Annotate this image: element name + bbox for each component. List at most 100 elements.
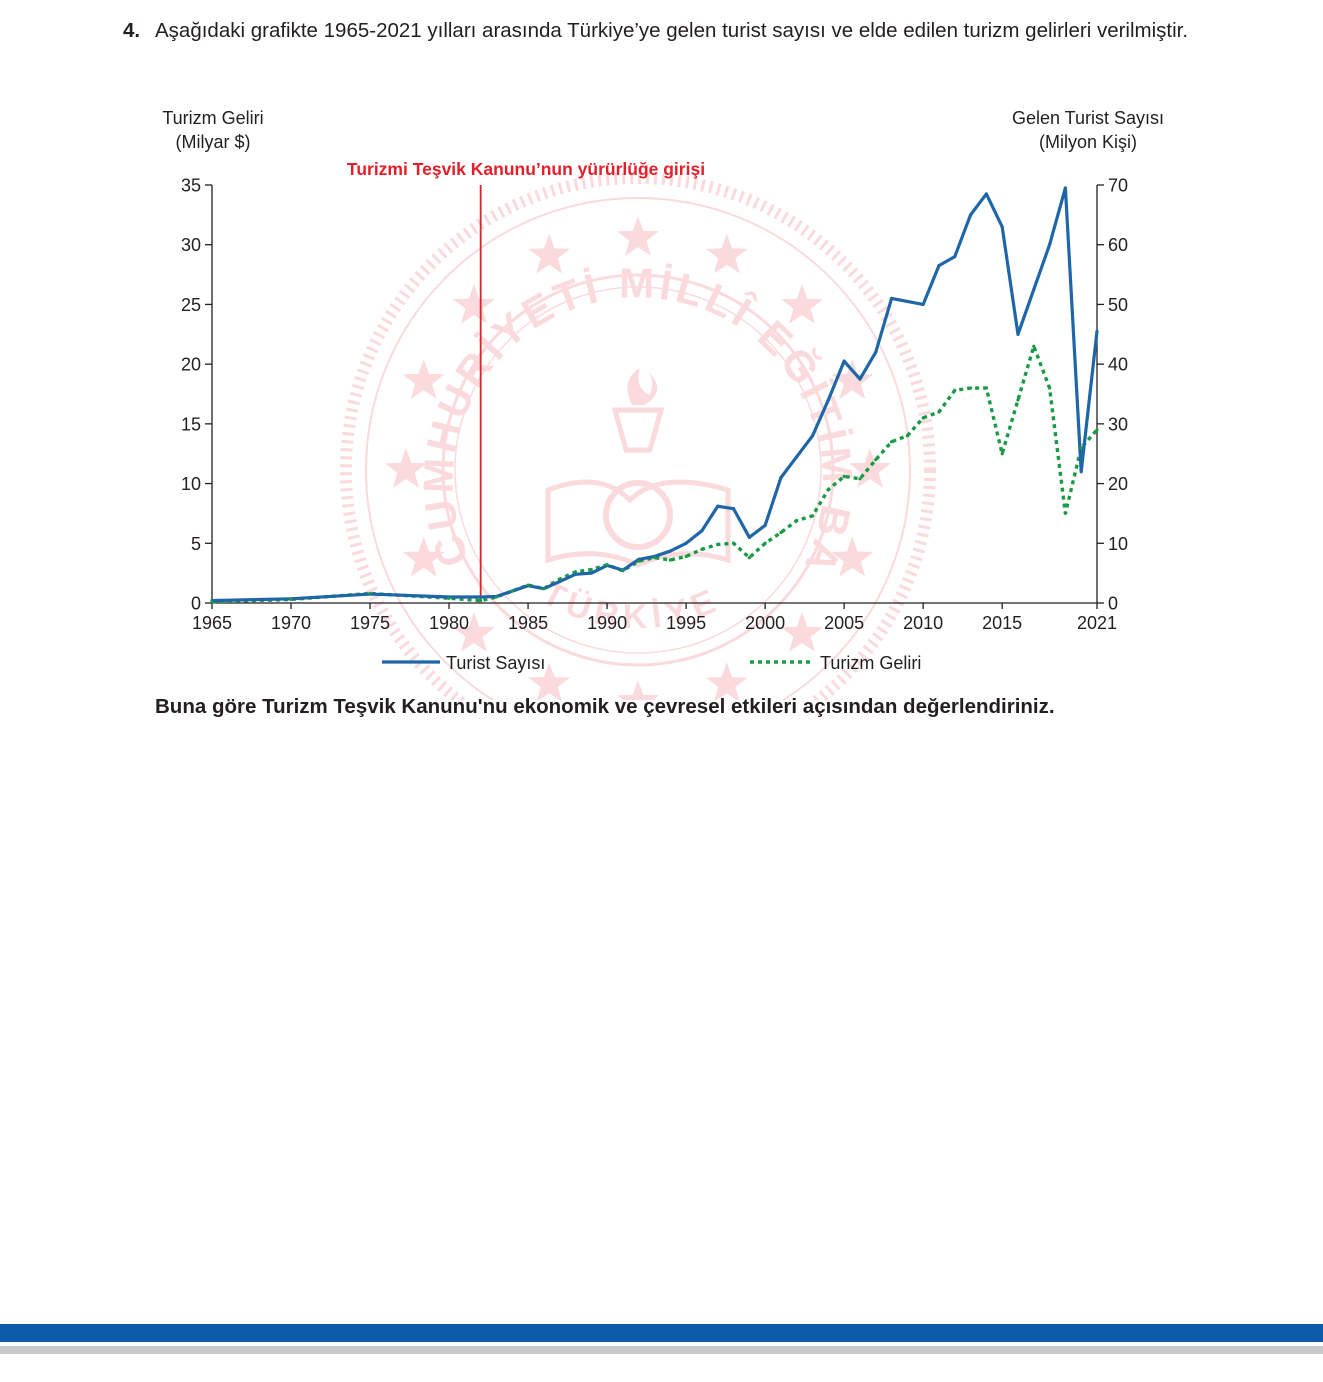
data-point-turizm-geliri [447,596,451,600]
watermark-star-icon [705,233,748,274]
left-tick-label: 30 [181,235,201,255]
data-point-turist-sayisi [700,529,704,533]
data-point-turist-sayisi [1047,243,1052,247]
data-point-turist-sayisi [842,359,846,363]
data-point-turizm-geliri [1032,344,1036,348]
data-point-turist-sayisi [479,595,483,599]
data-point-turist-sayisi [589,571,593,575]
question-prompt: Buna göre Turizm Teşvik Kanunu'nu ekonom… [155,695,1055,718]
data-point-turist-sayisi [889,296,894,301]
right-tick-label: 70 [1108,176,1128,196]
data-point-turist-sayisi [668,549,672,553]
data-point-turist-sayisi [763,523,767,527]
left-axis-title-line1: Turizm Geliri [162,108,263,128]
data-point-turizm-geliri [700,547,704,551]
x-tick-label: 2000 [745,613,785,633]
watermark-star-icon [402,359,445,399]
data-point-turizm-geliri [289,597,293,602]
data-point-turist-sayisi [953,255,957,259]
left-axis-title-line2: (Milyar $) [176,132,251,152]
data-point-turizm-geliri [637,559,641,563]
right-tick-label: 30 [1108,414,1128,434]
data-point-turizm-geliri [558,577,562,581]
left-tick-label: 15 [181,414,201,434]
x-tick-label: 2010 [903,613,943,633]
data-point-turizm-geliri [984,386,988,390]
data-point-turizm-geliri [716,542,720,547]
data-point-turist-sayisi [826,398,830,402]
watermark-star-icon [705,662,748,700]
data-point-turizm-geliri [652,556,657,560]
data-point-turizm-geliri [1095,428,1099,432]
left-tick-label: 0 [191,594,201,614]
watermark-star-icon [849,448,891,488]
data-point-turist-sayisi [573,572,578,576]
question-number: 4. [123,19,141,42]
data-point-turist-sayisi [921,302,925,307]
watermark-star-icon [781,612,823,652]
watermark-star-icon [617,216,659,256]
data-point-turizm-geliri [779,530,783,535]
data-point-turizm-geliri [1079,446,1083,450]
watermark-star-icon [385,448,427,488]
data-point-turist-sayisi [810,434,815,438]
data-point-turizm-geliri [937,410,941,414]
watermark-star-icon [402,536,445,577]
data-point-turizm-geliri [810,514,815,518]
x-tick-label: 1980 [429,613,469,633]
data-point-turizm-geliri [210,600,214,604]
data-point-turist-sayisi [716,504,720,508]
data-point-turizm-geliri [605,563,609,567]
data-point-turizm-geliri [368,591,372,596]
x-tick-label: 2005 [824,613,864,633]
data-point-turizm-geliri [953,388,957,393]
data-point-turizm-geliri [542,587,546,591]
x-tick-label: 1985 [508,613,548,633]
data-point-turist-sayisi [1016,332,1020,336]
left-tick-label: 25 [181,295,201,315]
watermark-star-icon [528,233,571,274]
x-tick-label: 1990 [587,613,627,633]
data-point-turizm-geliri [795,518,799,523]
right-tick-label: 0 [1108,594,1118,614]
data-point-turizm-geliri [921,416,925,420]
data-point-turizm-geliri [826,487,830,492]
data-point-turizm-geliri [1000,452,1004,456]
x-tick-label: 1995 [666,613,706,633]
right-axis-title-line1: Gelen Turist Sayısı [1012,108,1164,128]
series-line-turist-sayisi [211,186,1099,603]
left-tick-label: 20 [181,355,201,375]
law-marker-label: Turizmi Teşvik Kanunu’nun yürürlüğe giri… [347,159,705,179]
data-point-turist-sayisi [731,507,736,511]
chart: CUMHURİYETİ MİLLÎ EĞİTİM BAKANLIĞI TÜRKİ… [0,0,1164,700]
right-tick-label: 50 [1108,295,1128,315]
footer-gray-bar [0,1346,1323,1354]
data-point-turist-sayisi [937,264,941,268]
data-point-turist-sayisi [558,579,562,584]
legend-label-turizm-geliri: Turizm Geliri [820,653,921,673]
data-point-turist-sayisi [684,541,688,545]
watermark-star-icon [528,662,571,700]
data-point-turizm-geliri [747,556,751,560]
watermark-star-icon [453,612,495,652]
data-point-turist-sayisi [968,213,973,217]
data-point-turizm-geliri [905,434,909,438]
right-tick-label: 20 [1108,474,1128,494]
data-point-turist-sayisi [984,192,988,196]
data-point-turizm-geliri [526,583,530,587]
right-tick-label: 60 [1108,235,1128,255]
data-point-turist-sayisi [1063,186,1067,190]
watermark-star-icon [831,359,874,399]
svg-text:CUMHURİYETİ MİLLÎ EĞİTİM BAKAN: CUMHURİYETİ MİLLÎ EĞİTİM BAKANLIĞI [0,0,862,583]
data-point-turizm-geliri [968,386,973,390]
left-tick-label: 10 [181,474,201,494]
x-tick-label: 2015 [982,613,1022,633]
x-tick-label: 2021 [1077,613,1117,633]
watermark-star-icon [617,680,659,700]
data-point-turizm-geliri [1047,386,1052,390]
data-point-turizm-geliri [889,440,894,444]
watermark-star-icon [453,284,495,324]
data-point-turist-sayisi [905,299,909,304]
x-tick-label: 1975 [350,613,390,633]
right-axis-title-line2: (Milyon Kişi) [1039,132,1137,152]
